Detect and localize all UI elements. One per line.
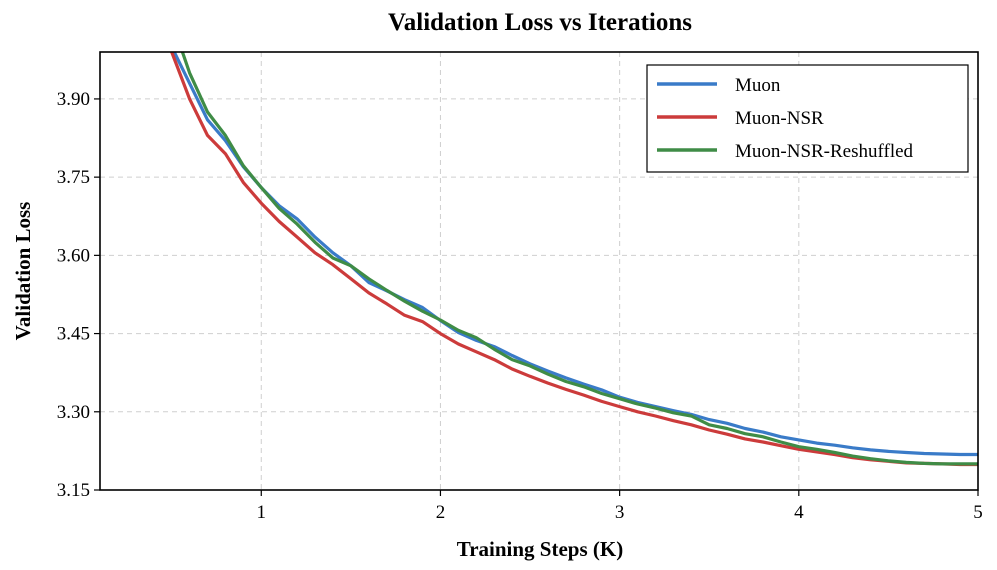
x-tick-label: 5 (973, 502, 983, 523)
x-tick-label: 4 (794, 502, 804, 523)
legend-label-muon-nsr-reshuffled: Muon-NSR-Reshuffled (735, 141, 914, 162)
series-line-muon-nsr (170, 52, 978, 467)
x-tick-label: 3 (615, 502, 625, 523)
y-tick-label: 3.90 (57, 89, 90, 110)
series-layer (170, 52, 978, 467)
legend-label-muon: Muon (735, 75, 781, 96)
y-tick-label: 3.30 (57, 402, 90, 423)
series-line-muon (172, 52, 978, 457)
x-tick-label: 1 (257, 502, 267, 523)
axis-ticks: 1 2 3 4 5 3.15 3.30 3.45 3.60 3.75 3.90 (57, 89, 983, 523)
legend-label-muon-nsr: Muon-NSR (735, 108, 824, 129)
series-line-muon-nsr-reshuffled (180, 52, 978, 466)
plot-frame (99, 51, 979, 491)
y-tick-label: 3.75 (57, 167, 90, 188)
chart-title: Validation Loss vs Iterations (388, 9, 692, 36)
y-tick-label: 3.45 (57, 324, 90, 345)
y-axis-label: Validation Loss (11, 202, 35, 341)
x-axis-label: Training Steps (K) (457, 537, 623, 561)
x-tick-label: 2 (436, 502, 446, 523)
legend: Muon Muon-NSR Muon-NSR-Reshuffled (646, 64, 969, 173)
y-tick-label: 3.15 (57, 480, 90, 501)
y-tick-label: 3.60 (57, 245, 90, 266)
